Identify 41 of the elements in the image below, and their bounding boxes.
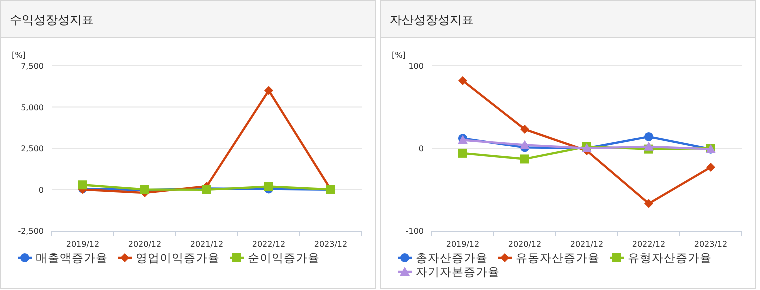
point xyxy=(78,180,88,190)
x-tick-label: 2019/12 xyxy=(446,240,480,249)
y-tick-label: 2,500 xyxy=(21,144,44,154)
y-axis-title: [%] xyxy=(392,51,406,60)
y-tick-label: 0 xyxy=(38,186,44,195)
point xyxy=(264,182,274,192)
point xyxy=(458,148,468,158)
x-tick-label: 2021/12 xyxy=(570,240,604,249)
x-tick-label: 2019/12 xyxy=(66,240,100,249)
x-tick-label: 2020/12 xyxy=(508,240,542,249)
point xyxy=(520,154,530,164)
point xyxy=(520,125,530,134)
y-tick-label: 7,500 xyxy=(21,62,44,71)
chart-title: 수익성장성지표 xyxy=(10,13,94,27)
legend-label: 유동자산증가율 xyxy=(516,251,600,265)
legend-label: 유형자산증가율 xyxy=(628,251,712,265)
point xyxy=(520,140,530,150)
x-tick-label: 2022/12 xyxy=(252,240,286,249)
legend-label: 자기자본증가율 xyxy=(416,265,500,279)
legend-label: 순이익증가율 xyxy=(248,251,320,265)
point xyxy=(458,76,468,86)
y-tick-label: -2,500 xyxy=(18,227,44,236)
chart-title: 자산성장성지표 xyxy=(390,13,474,27)
legend-label: 영업이익증가율 xyxy=(136,251,220,265)
legend-label: 매출액증가율 xyxy=(36,251,108,265)
y-tick-label: 0 xyxy=(418,144,424,154)
point xyxy=(706,162,716,172)
x-tick-label: 2021/12 xyxy=(190,240,224,249)
point xyxy=(644,142,654,151)
y-tick-label: 100 xyxy=(408,62,424,71)
x-tick-label: 2023/12 xyxy=(694,240,728,249)
x-tick-label: 2020/12 xyxy=(128,240,162,249)
x-tick-label: 2023/12 xyxy=(314,240,348,249)
y-tick-label: 5,000 xyxy=(21,103,44,112)
point xyxy=(644,132,654,142)
point xyxy=(264,86,274,96)
y-axis-title: [%] xyxy=(12,51,26,60)
y-tick-label: -100 xyxy=(406,227,424,236)
legend-label: 총자산증가율 xyxy=(416,251,488,265)
point xyxy=(644,199,654,208)
x-tick-label: 2022/12 xyxy=(632,240,666,249)
